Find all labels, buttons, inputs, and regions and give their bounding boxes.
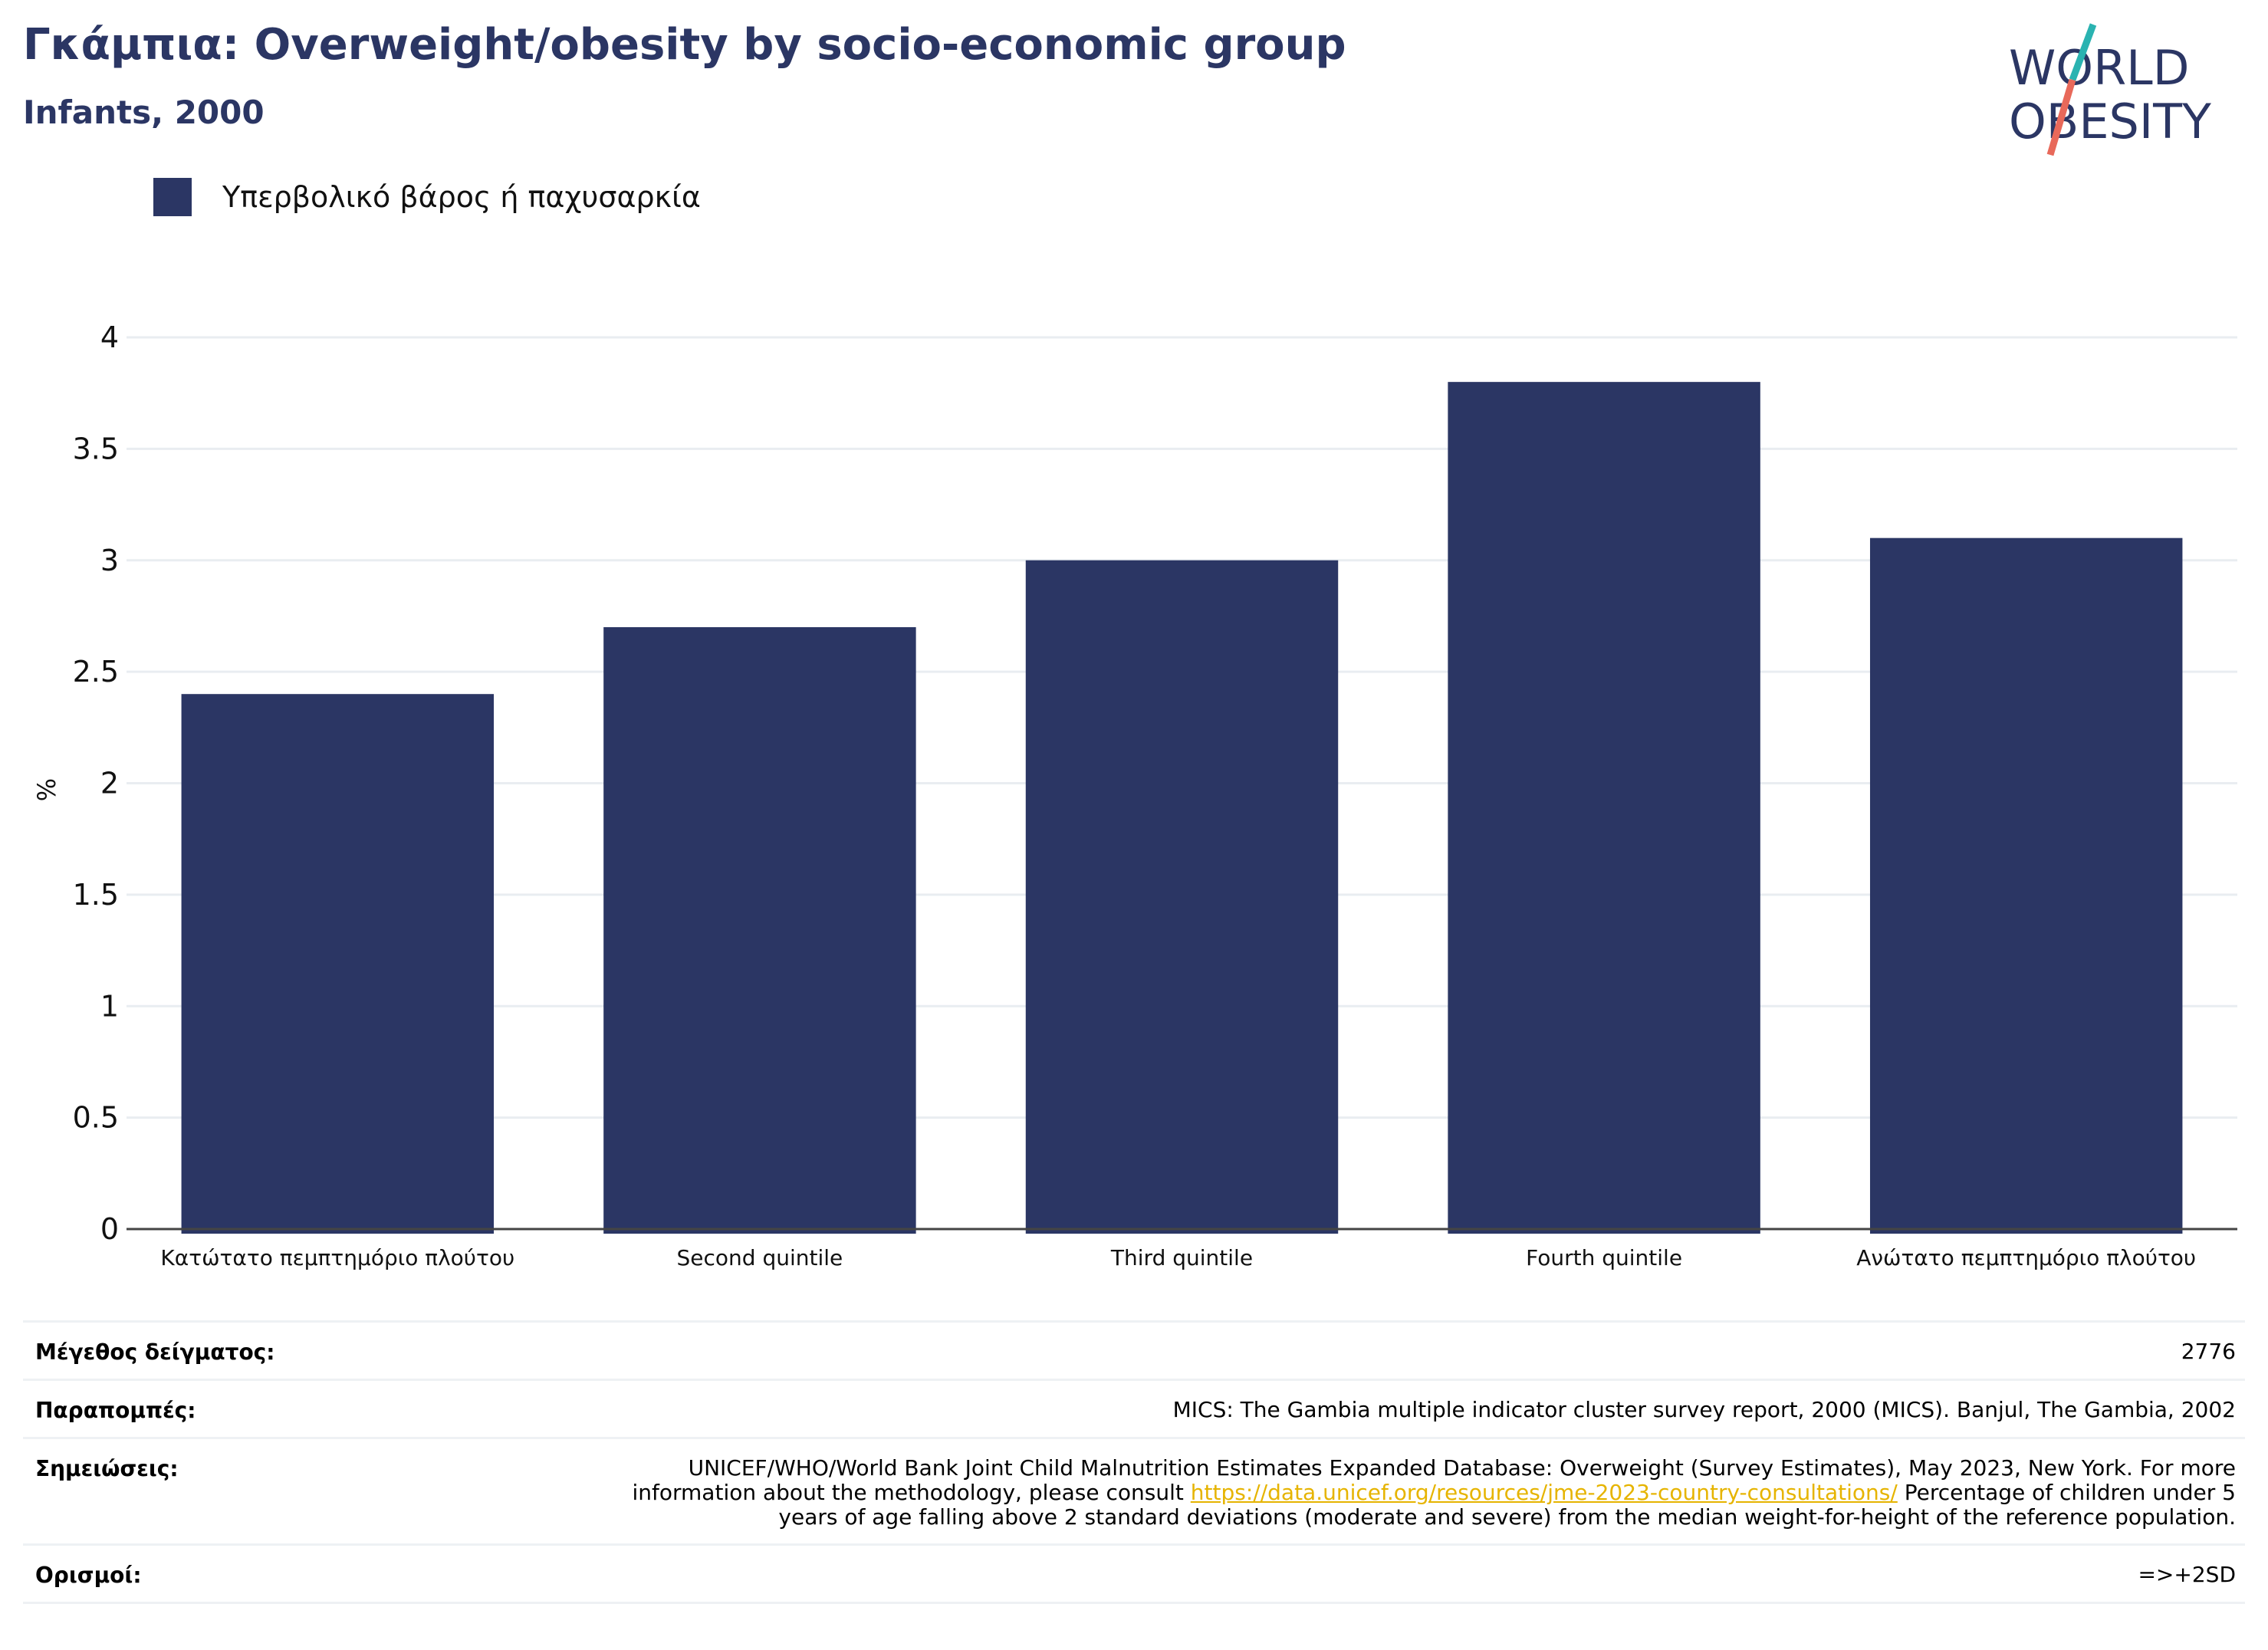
y-tick-label: 1 — [100, 989, 119, 1023]
bar — [1025, 560, 1339, 1234]
references-label: Παραπομπές: — [35, 1398, 196, 1423]
y-tick-label: 1.5 — [73, 878, 119, 912]
y-tick-label: 3 — [100, 544, 119, 577]
world-obesity-logo: WORLD OBESITY — [2009, 23, 2211, 156]
y-axis-label: % — [32, 778, 61, 801]
y-tick-label: 2 — [100, 767, 119, 800]
bar — [603, 626, 916, 1234]
chart-title: Γκάμπια: Overweight/obesity by socio-eco… — [23, 20, 1346, 70]
bar-chart: 0 0.5 1 1.5 2 2.5 3 3.5 4 Κατώτατο πεμπτημόριο π… — [32, 320, 2237, 1270]
meta-row-definitions: Ορισμοί: =>+2SD — [23, 1546, 2245, 1604]
legend-label: Υπερβολικό βάρος ή παχυσαρκία — [222, 180, 701, 214]
x-tick-label: Third quintile — [1110, 1245, 1253, 1270]
notes-text-before: UNICEF/WHO/World Bank Joint Child Malnut… — [632, 1455, 2237, 1505]
bar — [1448, 382, 1760, 1234]
notes-label: Σημειώσεις: — [35, 1456, 179, 1481]
bar — [181, 694, 495, 1234]
y-tick-label: 0 — [100, 1212, 119, 1246]
x-tick-label: Fourth quintile — [1526, 1245, 1682, 1270]
logo-line1: WORLD — [2009, 40, 2189, 96]
sample-size-value: 2776 — [2181, 1339, 2236, 1364]
notes-link[interactable]: https://data.unicef.org/resources/jme-20… — [1190, 1480, 1898, 1505]
sample-size-label: Μέγεθος δείγματος: — [35, 1339, 275, 1365]
y-tick-label: 3.5 — [73, 432, 119, 465]
meta-row-references: Παραπομπές: MICS: The Gambia multiple in… — [23, 1381, 2245, 1439]
chart-subtitle: Infants, 2000 — [23, 94, 265, 131]
meta-row-sample: Μέγεθος δείγματος: 2776 — [23, 1323, 2245, 1381]
notes-value: UNICEF/WHO/World Bank Joint Child Malnut… — [626, 1455, 2237, 1530]
legend-swatch — [153, 178, 192, 216]
logo-slash-teal — [2069, 23, 2097, 81]
x-tick-label: Κατώτατο πεμπτημόριο πλούτου — [160, 1245, 514, 1270]
y-tick-label: 2.5 — [73, 655, 119, 689]
definitions-label: Ορισμοί: — [35, 1563, 142, 1588]
definitions-value: =>+2SD — [2138, 1562, 2236, 1587]
y-tick-label: 0.5 — [73, 1101, 119, 1135]
metadata-table: Μέγεθος δείγματος: 2776 Παραπομπές: MICS… — [23, 1320, 2245, 1604]
bar — [1869, 537, 2183, 1234]
x-tick-label: Second quintile — [677, 1245, 843, 1270]
logo-line2: OBESITY — [2009, 94, 2211, 150]
logo-slash-red — [2046, 78, 2076, 156]
legend: Υπερβολικό βάρος ή παχυσαρκία — [153, 178, 701, 216]
y-tick-label: 4 — [100, 320, 119, 354]
x-tick-label: Ανώτατο πεμπτημόριο πλούτου — [1856, 1245, 2196, 1270]
references-value: MICS: The Gambia multiple indicator clus… — [1172, 1397, 2236, 1422]
meta-row-notes: Σημειώσεις: UNICEF/WHO/World Bank Joint … — [23, 1439, 2245, 1546]
notes-text-after: Percentage of children under 5 years of … — [778, 1480, 2236, 1530]
